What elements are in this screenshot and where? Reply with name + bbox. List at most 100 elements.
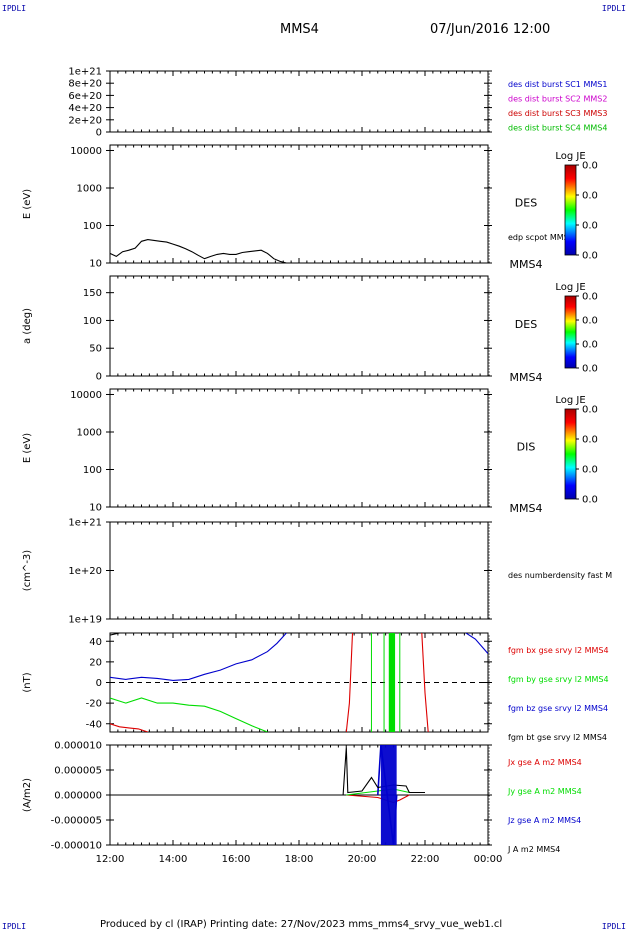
legend-entry: Jy gse A m2 MMS4 (507, 787, 582, 796)
panel-frame-3 (109, 275, 489, 377)
panel-instrument-label: DES (515, 196, 537, 209)
y-tick-label: 2e+20 (68, 115, 102, 126)
colorbar-tick-label: 0.0 (582, 340, 598, 351)
y-tick-label: 6e+20 (68, 91, 102, 102)
y-tick-label: 150 (83, 288, 102, 299)
series-line-4 (110, 633, 148, 636)
panel-instrument-label: DES (515, 318, 537, 331)
colorbar-tick-label: 0.0 (582, 221, 598, 232)
colorbar-tick-label: 0.0 (582, 465, 598, 476)
footer-text: Produced by cl (IRAP) Printing date: 27/… (100, 919, 503, 930)
panel-spacecraft-label: MMS4 (510, 371, 543, 384)
colorbar-tick-label: 0.0 (582, 316, 598, 327)
legend-entry: J A m2 MMS4 (507, 845, 560, 854)
panel-frame-2 (109, 144, 489, 264)
colorbar-tick-label: 0.0 (582, 292, 598, 303)
x-tick-label: 14:00 (159, 854, 188, 865)
corner-label-bottom-left: IPDLI (2, 922, 27, 931)
y-tick-label: 10000 (70, 390, 102, 401)
y-tick-label: 1e+20 (68, 566, 102, 577)
colorbar-tick-label: 0.0 (582, 405, 598, 416)
colorbar-tick-label: 0.0 (582, 495, 598, 506)
y-tick-label: 4e+20 (68, 103, 102, 114)
x-tick-label: 20:00 (348, 854, 377, 865)
corner-label-top-right: IPDLI (601, 4, 626, 13)
y-tick-label: -0.000010 (51, 841, 102, 852)
colorbar-tick-label: 0.0 (582, 161, 598, 172)
legend-entry: Jx gse A m2 MMS4 (507, 758, 582, 767)
y-tick-label: 0 (96, 678, 102, 689)
y-tick-label: 20 (89, 657, 102, 668)
series-line-2 (110, 697, 268, 732)
legend-entry: des dist burst SC1 MMS1 (508, 80, 607, 89)
y-axis-label: (cm^-3) (22, 550, 33, 591)
panel-frame-1 (109, 70, 489, 133)
colorbar (564, 408, 577, 500)
colorbar-title: Log JE (555, 395, 585, 406)
panel-frame-4 (109, 388, 489, 508)
legend-entry: fgm bz gse srvy l2 MMS4 (508, 704, 608, 713)
y-tick-label: 100 (83, 221, 102, 232)
legend-entry: fgm bx gse srvy l2 MMS4 (508, 646, 609, 655)
panel-spacecraft-label: MMS4 (510, 502, 543, 515)
y-tick-label: 100 (83, 316, 102, 327)
y-tick-label: 100 (83, 465, 102, 476)
series-line-1 (110, 239, 287, 263)
colorbar-tick-label: 0.0 (582, 191, 598, 202)
y-axis-label: E (eV) (22, 189, 33, 219)
x-tick-label: 16:00 (222, 854, 251, 865)
y-tick-label: 1e+19 (68, 615, 102, 626)
colorbar-title: Log JE (555, 151, 585, 162)
by-burst-mark (388, 633, 396, 732)
legend-entry: edp scpot MMS4 (508, 233, 574, 242)
legend-entry: fgm bt gse srvy l2 MMS4 (508, 733, 607, 742)
legend-entry: des dist burst SC2 MMS2 (508, 95, 607, 104)
y-axis-label: E (eV) (22, 433, 33, 463)
y-tick-label: 40 (89, 637, 102, 648)
legend-entry: des numberdensity fast M (508, 571, 612, 580)
x-tick-label: 12:00 (96, 854, 125, 865)
panel-spacecraft-label: MMS4 (510, 258, 543, 271)
jz-burst-mark (380, 745, 397, 845)
series-line-1 (346, 795, 488, 803)
spacecraft-title: MMS4 (280, 22, 319, 37)
y-tick-label: -20 (86, 699, 102, 710)
panel-instrument-label: DIS (517, 440, 536, 453)
x-tick-label: 22:00 (411, 854, 440, 865)
y-tick-label: 1e+21 (68, 67, 102, 78)
x-tick-label: 00:00 (474, 854, 503, 865)
y-tick-label: 50 (89, 344, 102, 355)
y-tick-label: 10 (89, 503, 102, 514)
y-tick-label: 0.000000 (54, 791, 102, 802)
y-axis-label: a (deg) (22, 308, 33, 344)
x-tick-label: 18:00 (285, 854, 314, 865)
y-axis-label: (A/m2) (22, 778, 33, 812)
y-tick-label: -40 (86, 719, 102, 730)
series-line-3 (110, 633, 488, 681)
y-tick-label: 10 (89, 259, 102, 270)
legend-entry: des dist burst SC4 MMS4 (508, 124, 607, 133)
y-tick-label: -0.000005 (51, 816, 102, 827)
y-tick-label: 1000 (77, 427, 102, 438)
colorbar-tick-label: 0.0 (582, 251, 598, 262)
y-tick-label: 1e+21 (68, 518, 102, 529)
colorbar-tick-label: 0.0 (582, 435, 598, 446)
legend-entry: des dist burst SC3 MMS3 (508, 109, 607, 118)
y-tick-label: 8e+20 (68, 79, 102, 90)
corner-label-top-left: IPDLI (2, 4, 27, 13)
series-line-1 (110, 633, 429, 732)
y-tick-label: 0.000005 (54, 766, 102, 777)
datetime-title: 07/Jun/2016 12:00 (430, 22, 551, 37)
y-tick-label: 0 (96, 372, 102, 383)
series-line-4 (343, 748, 488, 796)
y-tick-label: 0 (96, 128, 102, 139)
y-tick-label: 10000 (70, 146, 102, 157)
colorbar (564, 295, 577, 369)
legend-entry: Jz gse A m2 MMS4 (507, 816, 581, 825)
panel-frame-5 (109, 521, 489, 620)
colorbar-tick-label: 0.0 (582, 364, 598, 375)
y-tick-label: 1000 (77, 183, 102, 194)
y-tick-label: 0.000010 (54, 741, 102, 752)
y-axis-label: (nT) (22, 672, 33, 692)
